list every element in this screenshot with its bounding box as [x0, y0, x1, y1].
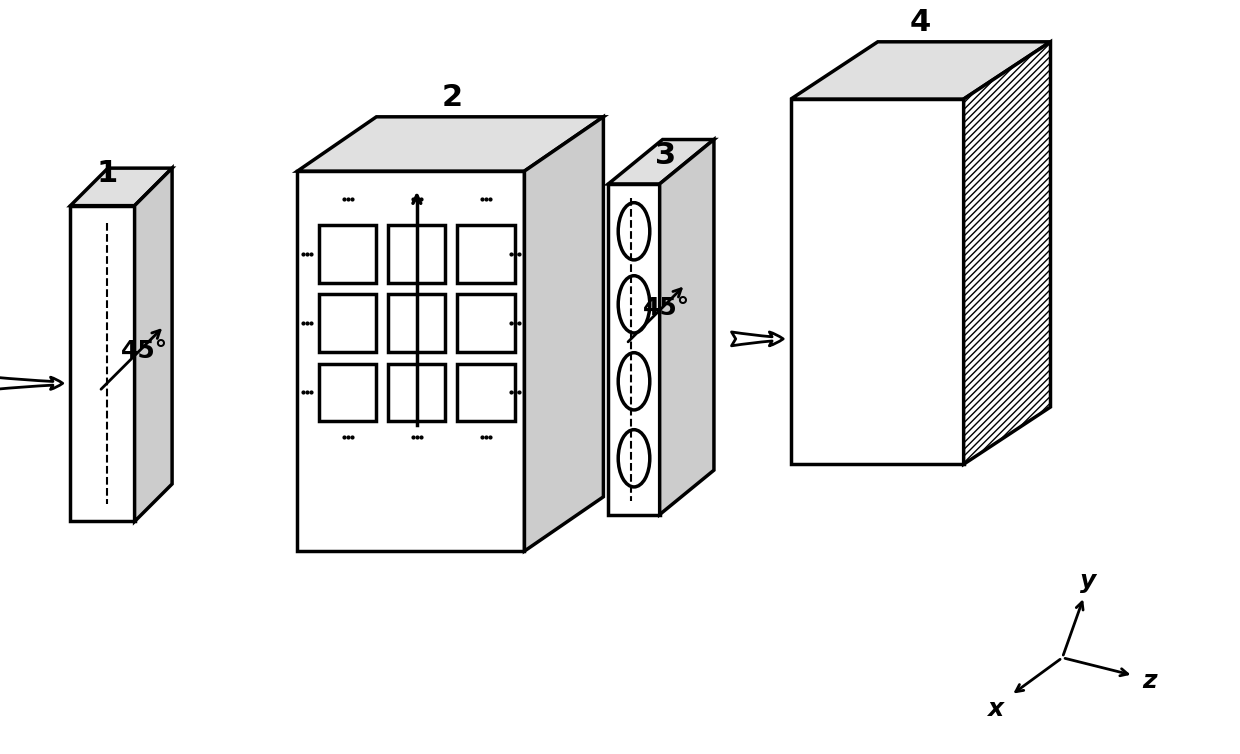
Polygon shape [71, 206, 135, 522]
Bar [388, 225, 445, 283]
Ellipse shape [619, 430, 650, 487]
Polygon shape [525, 117, 604, 551]
Polygon shape [609, 184, 660, 514]
Polygon shape [298, 117, 604, 171]
Text: 4: 4 [910, 8, 931, 37]
Ellipse shape [619, 276, 650, 333]
Polygon shape [791, 99, 963, 464]
Polygon shape [71, 168, 172, 206]
Bar [319, 295, 377, 351]
Polygon shape [298, 171, 525, 551]
Bar [458, 363, 515, 421]
Text: y: y [1080, 569, 1096, 593]
Text: z: z [1142, 670, 1157, 694]
Bar [388, 295, 445, 351]
Text: 45°: 45° [120, 339, 167, 363]
Text: 45°: 45° [642, 296, 691, 320]
Polygon shape [135, 168, 172, 522]
Bar [458, 225, 515, 283]
Ellipse shape [619, 203, 650, 260]
Bar [388, 363, 445, 421]
Polygon shape [963, 41, 1050, 464]
Bar [458, 295, 515, 351]
Text: 2: 2 [441, 83, 463, 112]
Text: x: x [987, 697, 1003, 721]
Polygon shape [660, 139, 714, 514]
Ellipse shape [619, 353, 650, 410]
Bar [319, 363, 377, 421]
Polygon shape [791, 41, 1050, 99]
Polygon shape [609, 139, 714, 184]
Text: 3: 3 [655, 141, 676, 170]
Bar [319, 225, 377, 283]
Text: 1: 1 [97, 159, 118, 188]
